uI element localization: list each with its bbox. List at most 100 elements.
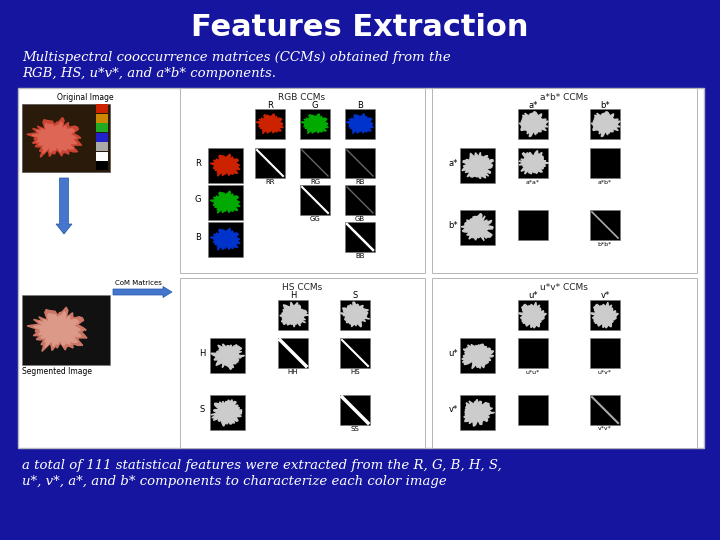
Bar xyxy=(345,185,375,215)
Bar xyxy=(210,338,245,373)
Text: u*u*: u*u* xyxy=(526,369,540,375)
Bar xyxy=(208,185,243,220)
Bar xyxy=(460,395,495,430)
Text: HH: HH xyxy=(288,369,298,375)
Text: Features Extraction: Features Extraction xyxy=(192,14,528,43)
Bar xyxy=(518,148,548,178)
Text: b*: b* xyxy=(448,220,458,230)
Bar xyxy=(518,300,548,330)
Polygon shape xyxy=(462,152,493,179)
Bar xyxy=(96,152,108,160)
Polygon shape xyxy=(591,112,620,137)
Bar xyxy=(180,278,425,448)
Polygon shape xyxy=(340,302,370,327)
Text: G: G xyxy=(194,195,202,205)
Bar xyxy=(300,148,330,178)
Text: SS: SS xyxy=(351,426,359,432)
Polygon shape xyxy=(346,114,373,133)
Polygon shape xyxy=(32,122,77,153)
Bar xyxy=(22,104,110,172)
Bar xyxy=(22,104,110,172)
Bar xyxy=(590,210,620,240)
Text: S: S xyxy=(352,292,358,300)
Text: H: H xyxy=(199,348,205,357)
Polygon shape xyxy=(519,151,549,174)
Text: RG: RG xyxy=(310,179,320,185)
Polygon shape xyxy=(280,302,308,327)
Bar xyxy=(518,109,548,139)
Text: b*: b* xyxy=(600,100,610,110)
Bar xyxy=(300,185,330,215)
Bar xyxy=(340,300,370,330)
Text: R: R xyxy=(267,100,273,110)
Text: a*: a* xyxy=(449,159,458,167)
Text: G: G xyxy=(312,100,318,110)
Bar xyxy=(255,148,285,178)
Polygon shape xyxy=(256,114,283,133)
Text: GB: GB xyxy=(355,216,365,222)
Polygon shape xyxy=(27,118,81,157)
FancyArrow shape xyxy=(56,178,72,234)
Polygon shape xyxy=(210,228,240,250)
Bar xyxy=(96,113,108,123)
Text: Segmented Image: Segmented Image xyxy=(22,368,92,376)
Bar xyxy=(590,395,620,425)
Bar xyxy=(432,278,697,448)
Text: Original Image: Original Image xyxy=(57,93,114,103)
Text: B: B xyxy=(195,233,201,241)
Text: a*b* CCMs: a*b* CCMs xyxy=(540,92,588,102)
Bar xyxy=(210,395,245,430)
Polygon shape xyxy=(461,213,493,241)
Text: RB: RB xyxy=(355,179,365,185)
Bar xyxy=(340,395,370,425)
Bar xyxy=(345,109,375,139)
Text: GG: GG xyxy=(310,216,320,222)
Bar xyxy=(208,222,243,257)
Bar xyxy=(208,148,243,183)
Text: a*: a* xyxy=(528,100,538,110)
Text: HS CCMs: HS CCMs xyxy=(282,282,322,292)
Polygon shape xyxy=(34,312,81,347)
Bar xyxy=(278,338,308,368)
Bar xyxy=(96,104,108,113)
Text: v*: v* xyxy=(600,292,610,300)
Bar xyxy=(96,161,108,170)
Text: RGB CCMs: RGB CCMs xyxy=(279,92,325,102)
Polygon shape xyxy=(211,344,244,369)
Bar xyxy=(518,395,548,425)
Text: a*b*: a*b* xyxy=(598,179,612,185)
Text: u*: u* xyxy=(528,292,538,300)
Text: u*v* CCMs: u*v* CCMs xyxy=(540,282,588,292)
Bar xyxy=(460,210,495,245)
Bar xyxy=(590,148,620,178)
Bar xyxy=(278,300,308,330)
Text: RR: RR xyxy=(265,179,275,185)
Polygon shape xyxy=(462,345,494,369)
Polygon shape xyxy=(590,302,618,328)
Bar xyxy=(590,300,620,330)
Text: BB: BB xyxy=(355,253,365,259)
Polygon shape xyxy=(27,307,87,352)
Bar xyxy=(345,222,375,252)
Bar xyxy=(300,109,330,139)
Bar xyxy=(432,88,697,273)
Text: b*b*: b*b* xyxy=(598,241,612,246)
Bar xyxy=(590,109,620,139)
Bar xyxy=(518,210,548,240)
Text: HS: HS xyxy=(350,369,360,375)
Bar xyxy=(460,148,495,183)
Bar xyxy=(460,338,495,373)
Text: H: H xyxy=(290,292,296,300)
Polygon shape xyxy=(301,114,328,133)
Text: CoM Matrices: CoM Matrices xyxy=(115,280,162,286)
Bar xyxy=(340,338,370,368)
Bar xyxy=(96,142,108,151)
Text: B: B xyxy=(357,100,363,110)
Text: u*: u* xyxy=(448,348,458,357)
Polygon shape xyxy=(211,400,242,426)
Text: Multispectral cooccurrence matrices (CCMs) obtained from the: Multispectral cooccurrence matrices (CCM… xyxy=(22,51,451,64)
FancyArrow shape xyxy=(113,287,172,298)
Bar xyxy=(345,148,375,178)
Bar xyxy=(22,295,110,365)
Polygon shape xyxy=(519,112,548,137)
